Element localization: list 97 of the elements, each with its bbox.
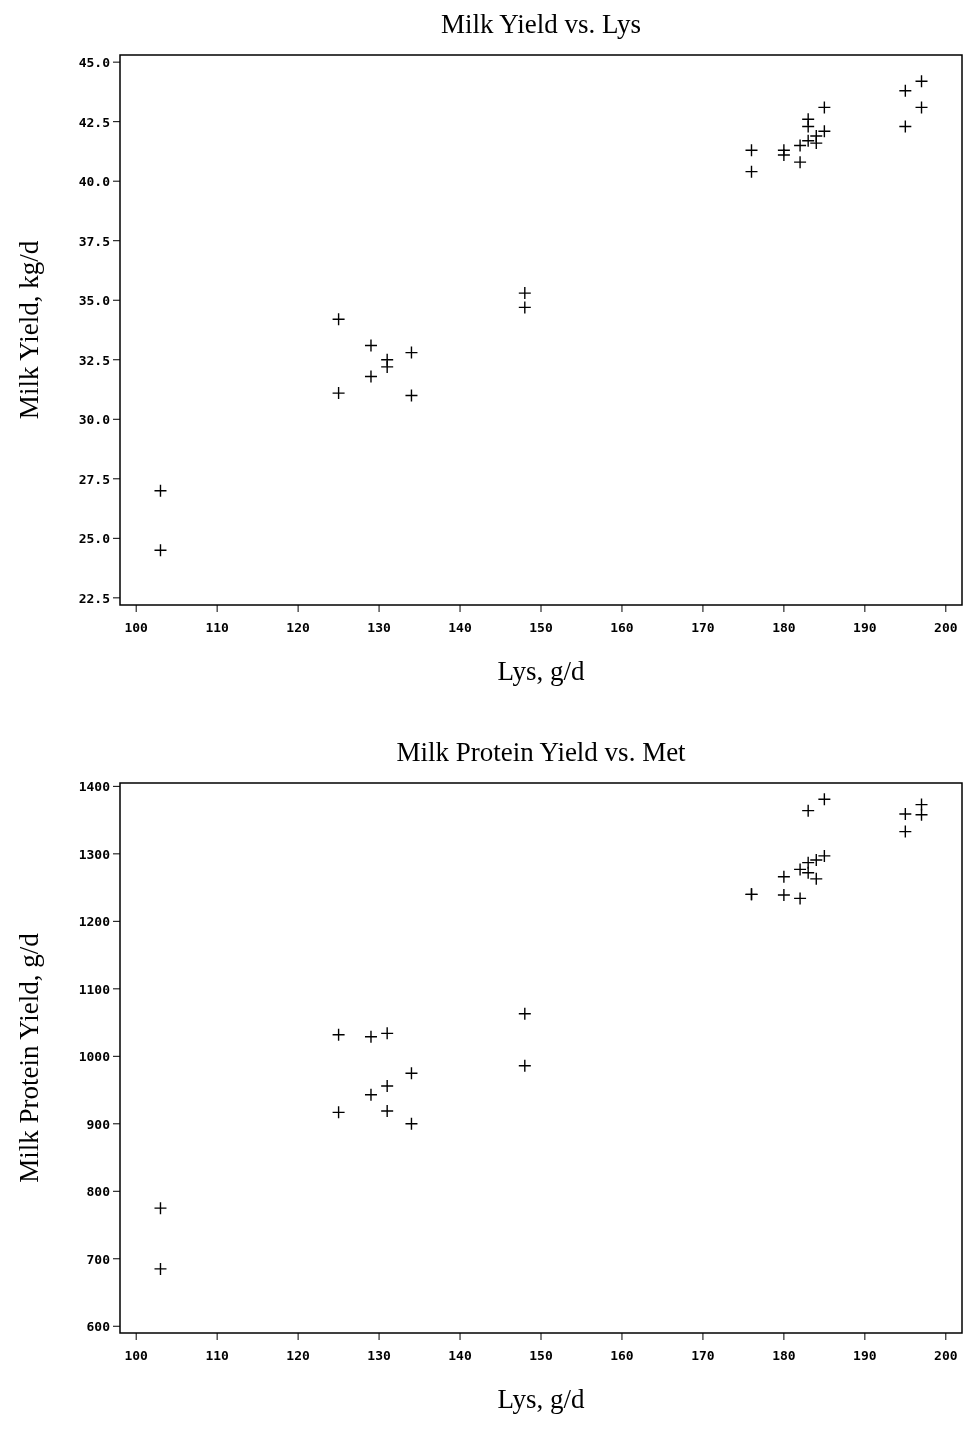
point (801, 119, 815, 134)
y-axis-title: Milk Yield, kg/d (14, 240, 44, 420)
y-tick-label: 32.5 (78, 352, 110, 368)
y-tick-label: 1200 (78, 914, 111, 930)
point (777, 148, 791, 162)
point (518, 300, 532, 315)
point (793, 155, 807, 169)
point (153, 1262, 168, 1276)
point (914, 100, 929, 115)
point (817, 849, 832, 863)
point (380, 1079, 394, 1093)
point (809, 853, 823, 867)
y-tick-label: 700 (86, 1251, 111, 1267)
y-axis-title: Milk Protein Yield, g/d (14, 932, 44, 1183)
point (153, 484, 168, 498)
y-tick-label: 45.0 (78, 55, 111, 71)
x-tick-label: 190 (853, 1348, 877, 1363)
point (898, 119, 913, 134)
x-axis-title: Lys, g/d (497, 1384, 585, 1414)
point (914, 797, 929, 812)
x-tick-label: 130 (367, 620, 391, 635)
x-tick-label: 200 (934, 1348, 958, 1363)
point (817, 124, 832, 138)
x-tick-label: 140 (448, 620, 472, 635)
point (404, 1117, 419, 1131)
point (518, 1059, 532, 1073)
y-tick-label: 37.5 (78, 233, 110, 249)
point (153, 543, 168, 557)
point (809, 136, 823, 150)
point (817, 792, 832, 806)
y-tick-label: 22.5 (78, 590, 110, 606)
point (331, 1028, 346, 1042)
point (801, 855, 815, 870)
point (518, 286, 532, 300)
y-tick-label: 42.5 (78, 114, 110, 130)
point (404, 345, 419, 360)
x-tick-label: 100 (124, 620, 149, 635)
point (153, 1201, 168, 1215)
y-tick-label: 1300 (78, 846, 111, 862)
y-tick-label: 1400 (78, 779, 111, 795)
point (364, 1088, 378, 1102)
y-tick-label: 30.0 (78, 412, 111, 428)
y-tick-label: 25.0 (78, 531, 111, 547)
x-tick-label: 140 (448, 1348, 472, 1363)
point (898, 824, 913, 839)
point (801, 803, 815, 818)
x-tick-label: 130 (367, 1348, 391, 1363)
chart-title: Milk Protein Yield vs. Met (396, 737, 687, 767)
y-tick-label: 40.0 (78, 174, 111, 190)
x-tick-label: 170 (691, 1348, 715, 1363)
y-tick-label: 600 (86, 1319, 111, 1335)
point (331, 312, 346, 326)
x-tick-label: 160 (610, 1348, 634, 1363)
x-tick-label: 160 (610, 620, 634, 635)
point (777, 888, 791, 902)
point (518, 1007, 532, 1021)
point (914, 74, 929, 88)
point (898, 807, 913, 821)
x-axis-title: Lys, g/d (497, 656, 585, 686)
x-tick-label: 190 (853, 620, 877, 635)
x-tick-label: 200 (934, 620, 958, 635)
point (914, 808, 929, 822)
y-tick-label: 27.5 (78, 471, 110, 487)
point (331, 386, 346, 400)
point (364, 338, 378, 353)
x-tick-label: 120 (286, 620, 311, 635)
y-tick-label: 1100 (78, 981, 111, 997)
x-tick-label: 150 (529, 1348, 553, 1363)
point (793, 891, 807, 906)
y-tick-label: 35.0 (78, 293, 111, 309)
point (744, 164, 759, 179)
chart-title: Milk Yield vs. Lys (440, 9, 642, 39)
point (898, 84, 913, 98)
point (380, 1026, 394, 1041)
x-tick-label: 100 (124, 1348, 149, 1363)
point (364, 1030, 378, 1044)
point (793, 138, 807, 153)
x-tick-label: 120 (286, 1348, 311, 1363)
point (801, 134, 815, 148)
x-tick-label: 110 (205, 1348, 230, 1363)
point (380, 360, 394, 374)
x-tick-label: 180 (772, 620, 796, 635)
point (331, 1105, 346, 1120)
x-tick-label: 170 (691, 620, 715, 635)
point (404, 1066, 419, 1080)
x-tick-label: 180 (772, 1348, 796, 1363)
point (364, 369, 378, 384)
x-tick-label: 110 (205, 620, 230, 635)
x-tick-label: 150 (529, 620, 553, 635)
point (380, 1104, 394, 1118)
y-tick-label: 800 (86, 1184, 111, 1200)
point (744, 143, 759, 157)
point (404, 388, 419, 403)
y-tick-label: 1000 (78, 1049, 111, 1065)
point (777, 870, 791, 884)
y-tick-label: 900 (86, 1116, 111, 1132)
point (817, 100, 832, 115)
